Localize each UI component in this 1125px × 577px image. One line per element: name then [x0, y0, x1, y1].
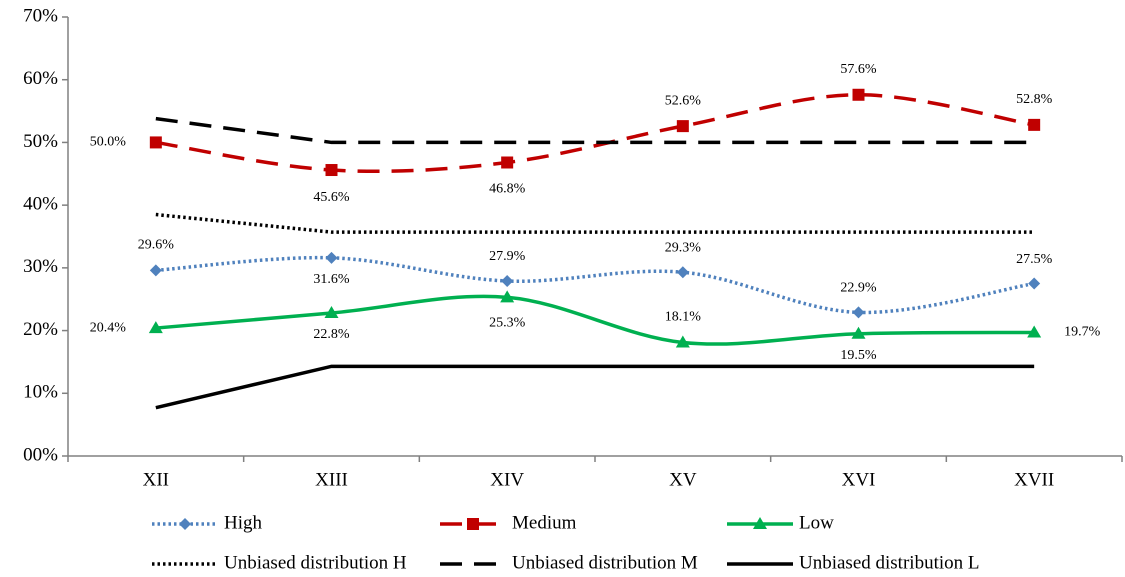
legend-label: Unbiased distribution L: [799, 552, 979, 573]
marker: [1028, 118, 1041, 131]
data-label: 22.9%: [840, 281, 877, 296]
y-tick-label: 10%: [23, 382, 58, 403]
marker: [325, 251, 338, 264]
marker: [1028, 277, 1041, 290]
marker: [1027, 325, 1042, 338]
data-label: 46.8%: [489, 182, 526, 197]
marker: [675, 335, 690, 348]
x-tick-label: XII: [143, 469, 169, 490]
data-label: 25.3%: [489, 316, 526, 331]
data-label: 45.6%: [313, 190, 350, 205]
marker: [467, 518, 479, 530]
marker: [851, 326, 866, 339]
series-line: [155, 116, 1035, 145]
marker: [501, 275, 514, 288]
data-label: 27.5%: [1016, 252, 1053, 267]
legend-label: Low: [799, 512, 834, 533]
x-tick-label: XVII: [1014, 469, 1054, 490]
legend-label: Unbiased distribution H: [224, 552, 407, 573]
y-tick-label: 40%: [23, 194, 58, 215]
marker: [325, 164, 338, 177]
data-label: 52.6%: [665, 93, 702, 108]
x-tick-label: XV: [669, 469, 697, 490]
series-line: [155, 255, 1035, 315]
marker: [149, 264, 162, 277]
data-label: 29.3%: [665, 240, 702, 255]
data-label: 19.5%: [840, 348, 877, 363]
y-tick-label: 20%: [23, 319, 58, 340]
series-line: [155, 364, 1035, 410]
marker: [676, 266, 689, 279]
data-label: 50.0%: [90, 135, 127, 150]
marker: [852, 306, 865, 319]
series-line: [155, 93, 1035, 174]
x-tick-label: XIII: [315, 469, 348, 490]
y-tick-label: 30%: [23, 256, 58, 277]
data-label: 20.4%: [90, 320, 127, 335]
series-line: [155, 294, 1035, 346]
y-tick-label: 60%: [23, 68, 58, 89]
series-line: [155, 212, 1035, 234]
marker: [501, 156, 514, 169]
marker: [179, 518, 191, 530]
legend-label: High: [224, 512, 263, 533]
marker: [148, 321, 163, 334]
y-tick-label: 00%: [23, 444, 58, 465]
data-label: 18.1%: [665, 310, 702, 325]
x-tick-label: XVI: [842, 469, 876, 490]
legend-label: Unbiased distribution M: [512, 552, 698, 573]
data-label: 52.8%: [1016, 92, 1053, 107]
marker: [753, 517, 767, 529]
data-label: 31.6%: [313, 272, 350, 287]
x-tick-label: XIV: [490, 469, 524, 490]
data-label: 27.9%: [489, 249, 526, 264]
y-tick-label: 50%: [23, 131, 58, 152]
data-label: 22.8%: [313, 327, 350, 342]
data-label: 29.6%: [138, 238, 175, 253]
legend-label: Medium: [512, 512, 577, 533]
data-label: 19.7%: [1064, 325, 1101, 340]
marker: [676, 120, 689, 133]
marker: [500, 290, 515, 303]
marker: [852, 88, 865, 101]
data-label: 57.6%: [840, 62, 877, 77]
marker: [149, 136, 162, 149]
marker: [324, 306, 339, 319]
y-tick-label: 70%: [23, 5, 58, 26]
